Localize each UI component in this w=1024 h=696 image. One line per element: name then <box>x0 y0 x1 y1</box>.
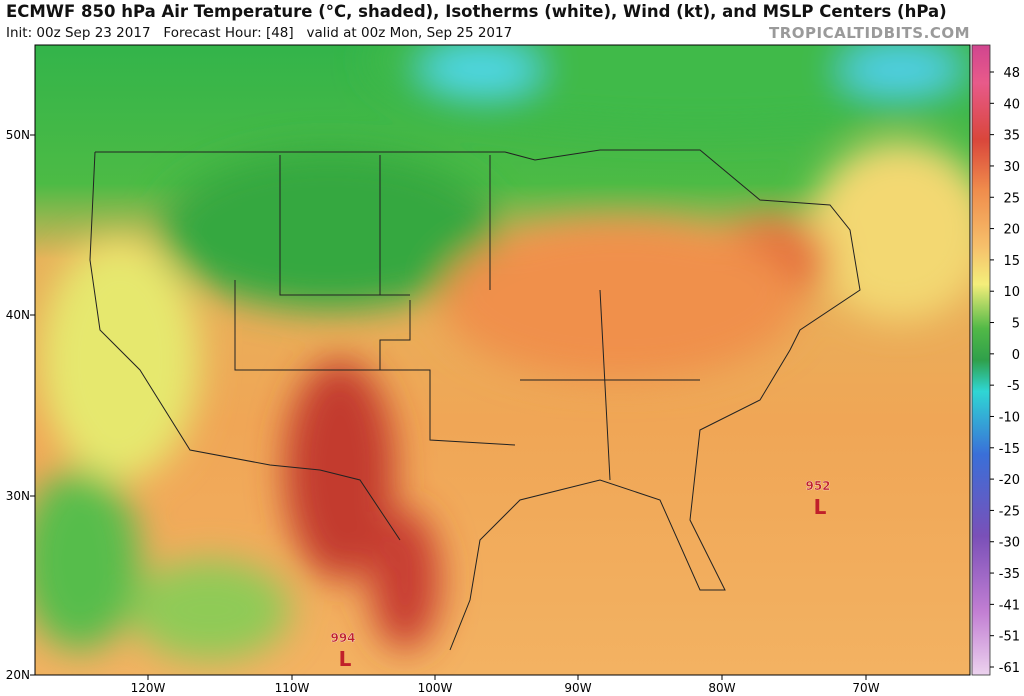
borders <box>89 149 861 651</box>
pressure-symbol: L <box>339 647 352 671</box>
longitude-label: 80W <box>708 681 735 695</box>
colorbar-label: -61 <box>999 661 1020 676</box>
colorbar-label: -10 <box>999 410 1020 425</box>
colorbar-label: -51 <box>999 630 1020 645</box>
pressure-value: 952 <box>805 479 830 493</box>
watermark: TROPICALTIDBITS.COM <box>769 24 970 42</box>
longitude-label: 90W <box>564 681 591 695</box>
map-frame <box>34 44 971 676</box>
colorbar-label: -15 <box>999 442 1020 457</box>
colorbar-label: -25 <box>999 504 1020 519</box>
colorbar-label: -41 <box>999 598 1020 613</box>
pressure-value: 994 <box>330 631 355 645</box>
colorbar-label: 25 <box>1003 191 1020 206</box>
colorbar-label: 35 <box>1003 129 1020 144</box>
colorbar-label: -20 <box>999 473 1020 488</box>
colorbar-label: 5 <box>1012 317 1020 332</box>
longitude-label: 70W <box>852 681 879 695</box>
colorbar-label: 10 <box>1003 285 1020 300</box>
latitude-label: 30N <box>6 489 30 503</box>
colorbar-label: 40 <box>1003 97 1020 112</box>
latitude-label: 50N <box>6 128 30 142</box>
title: ECMWF 850 hPa Air Temperature (°C, shade… <box>6 2 947 21</box>
colorbar-label: -30 <box>999 536 1020 551</box>
pressure-symbol: L <box>814 495 827 519</box>
colorbar-label: 30 <box>1003 160 1020 175</box>
longitude-label: 110W <box>275 681 310 695</box>
longitude-label: 100W <box>418 681 453 695</box>
colorbar-label: 15 <box>1003 254 1020 269</box>
longitude-label: 120W <box>131 681 166 695</box>
colorbar-label: 0 <box>1012 348 1020 363</box>
colorbar-label: 20 <box>1003 223 1020 238</box>
temperature-field <box>35 45 970 675</box>
subtitle: Init: 00z Sep 23 2017 Forecast Hour: [48… <box>6 25 513 41</box>
colorbar <box>971 44 991 676</box>
colorbar-label: -5 <box>1007 379 1020 394</box>
colorbar-label: 48 <box>1003 66 1020 81</box>
colorbar-label: -35 <box>999 567 1020 582</box>
latitude-label: 40N <box>6 308 30 322</box>
latitude-label: 20N <box>6 668 30 682</box>
